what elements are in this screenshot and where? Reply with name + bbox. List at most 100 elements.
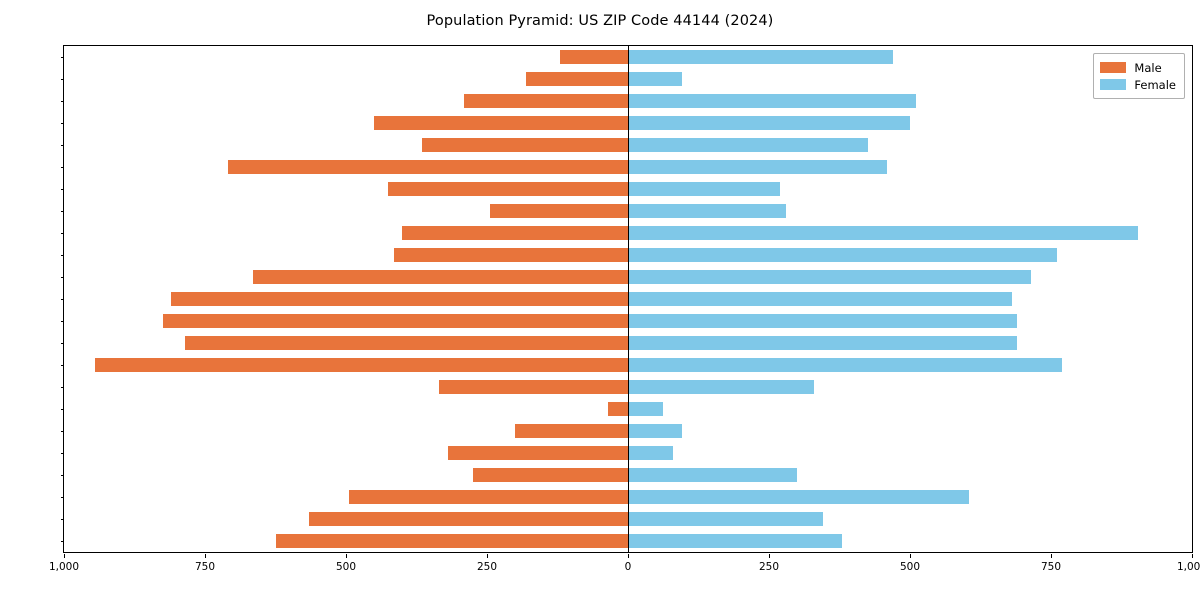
bar-row [64,533,1192,549]
legend-item-male[interactable]: Male [1100,59,1176,76]
bar-male-21 [608,401,628,417]
bar-male-18-19 [447,445,628,461]
bar-row [64,401,1192,417]
bar-male-40-44 [171,291,628,307]
bar-female-40-44 [628,291,1012,307]
bar-male-45-49 [252,269,628,285]
bar-row [64,137,1192,153]
x-tick-label: 250 [758,561,780,573]
x-tick-mark [205,554,206,558]
bar-female-62-64 [628,181,781,197]
bar-male-55-59 [402,225,628,241]
y-tick-mark [60,211,64,212]
y-tick-mark [60,189,64,190]
bar-male-60-61 [489,203,628,219]
legend-item-female[interactable]: Female [1100,76,1176,93]
bar-male-5-9 [309,511,628,527]
bar-male-20 [515,423,628,439]
bar-male-25-29 [95,357,628,373]
bar-male-67-69 [422,137,628,153]
x-tick-mark [1192,554,1193,558]
bar-row [64,181,1192,197]
bar-male-30-34 [185,335,628,351]
y-tick-mark [60,453,64,454]
bar-male-62-64 [388,181,628,197]
bar-male-80-84 [526,71,628,87]
bar-female-15-17 [628,467,798,483]
bar-female-80-84 [628,71,682,87]
y-tick-mark [60,299,64,300]
bar-row [64,313,1192,329]
bar-male-65-66 [227,159,628,175]
bar-female-Under 5 [628,533,843,549]
bar-female-45-49 [628,269,1032,285]
y-tick-mark [60,431,64,432]
y-tick-mark [60,255,64,256]
x-tick-label: 1,000 [1176,561,1200,573]
bar-male-35-39 [162,313,628,329]
zero-axis-line [628,46,629,552]
bar-row [64,93,1192,109]
bar-female-22-24 [628,379,815,395]
y-tick-mark [60,343,64,344]
y-tick-mark [60,365,64,366]
bar-male-75-79 [464,93,628,109]
x-tick-mark [628,554,629,558]
bar-female-50-54 [628,247,1057,263]
bar-female-67-69 [628,137,868,153]
legend-swatch-female [1100,79,1127,90]
x-tick-mark [1051,554,1052,558]
bar-male-70-74 [374,115,628,131]
bar-row [64,335,1192,351]
y-tick-mark [60,519,64,520]
x-tick-mark [64,554,65,558]
bar-row [64,115,1192,131]
bar-female-18-19 [628,445,674,461]
bar-row [64,489,1192,505]
bar-female-70-74 [628,115,910,131]
y-tick-mark [60,541,64,542]
bar-female-21 [628,401,663,417]
bar-male-10-14 [348,489,628,505]
x-tick-label: 500 [899,561,921,573]
bar-female-85+ [628,49,894,65]
x-tick-label: 0 [624,561,632,573]
bar-female-65-66 [628,159,888,175]
bar-female-55-59 [628,225,1139,241]
bar-female-20 [628,423,682,439]
y-tick-mark [60,321,64,322]
legend-swatch-male [1100,62,1127,73]
y-tick-mark [60,145,64,146]
y-tick-mark [60,475,64,476]
y-tick-mark [60,233,64,234]
bar-row [64,423,1192,439]
legend-label: Male [1134,60,1162,75]
x-tick-mark [346,554,347,558]
x-tick-mark [910,554,911,558]
bar-row [64,291,1192,307]
y-tick-mark [60,497,64,498]
bar-row [64,269,1192,285]
bar-female-30-34 [628,335,1018,351]
bar-row [64,511,1192,527]
y-tick-mark [60,57,64,58]
bar-female-75-79 [628,93,916,109]
chart-legend: Male Female [1093,53,1185,99]
bar-female-5-9 [628,511,823,527]
y-tick-mark [60,123,64,124]
x-tick-label: 1,000 [48,561,80,573]
bar-row [64,247,1192,263]
bar-row [64,71,1192,87]
chart-title: Population Pyramid: US ZIP Code 44144 (2… [426,13,774,29]
bar-male-15-17 [472,467,628,483]
x-tick-label: 750 [1040,561,1062,573]
y-tick-mark [60,409,64,410]
x-tick-label: 750 [194,561,216,573]
bar-row [64,445,1192,461]
bar-row [64,379,1192,395]
bar-row [64,159,1192,175]
x-tick-label: 500 [335,561,357,573]
bar-female-35-39 [628,313,1018,329]
y-tick-mark [60,79,64,80]
bar-male-85+ [560,49,628,65]
